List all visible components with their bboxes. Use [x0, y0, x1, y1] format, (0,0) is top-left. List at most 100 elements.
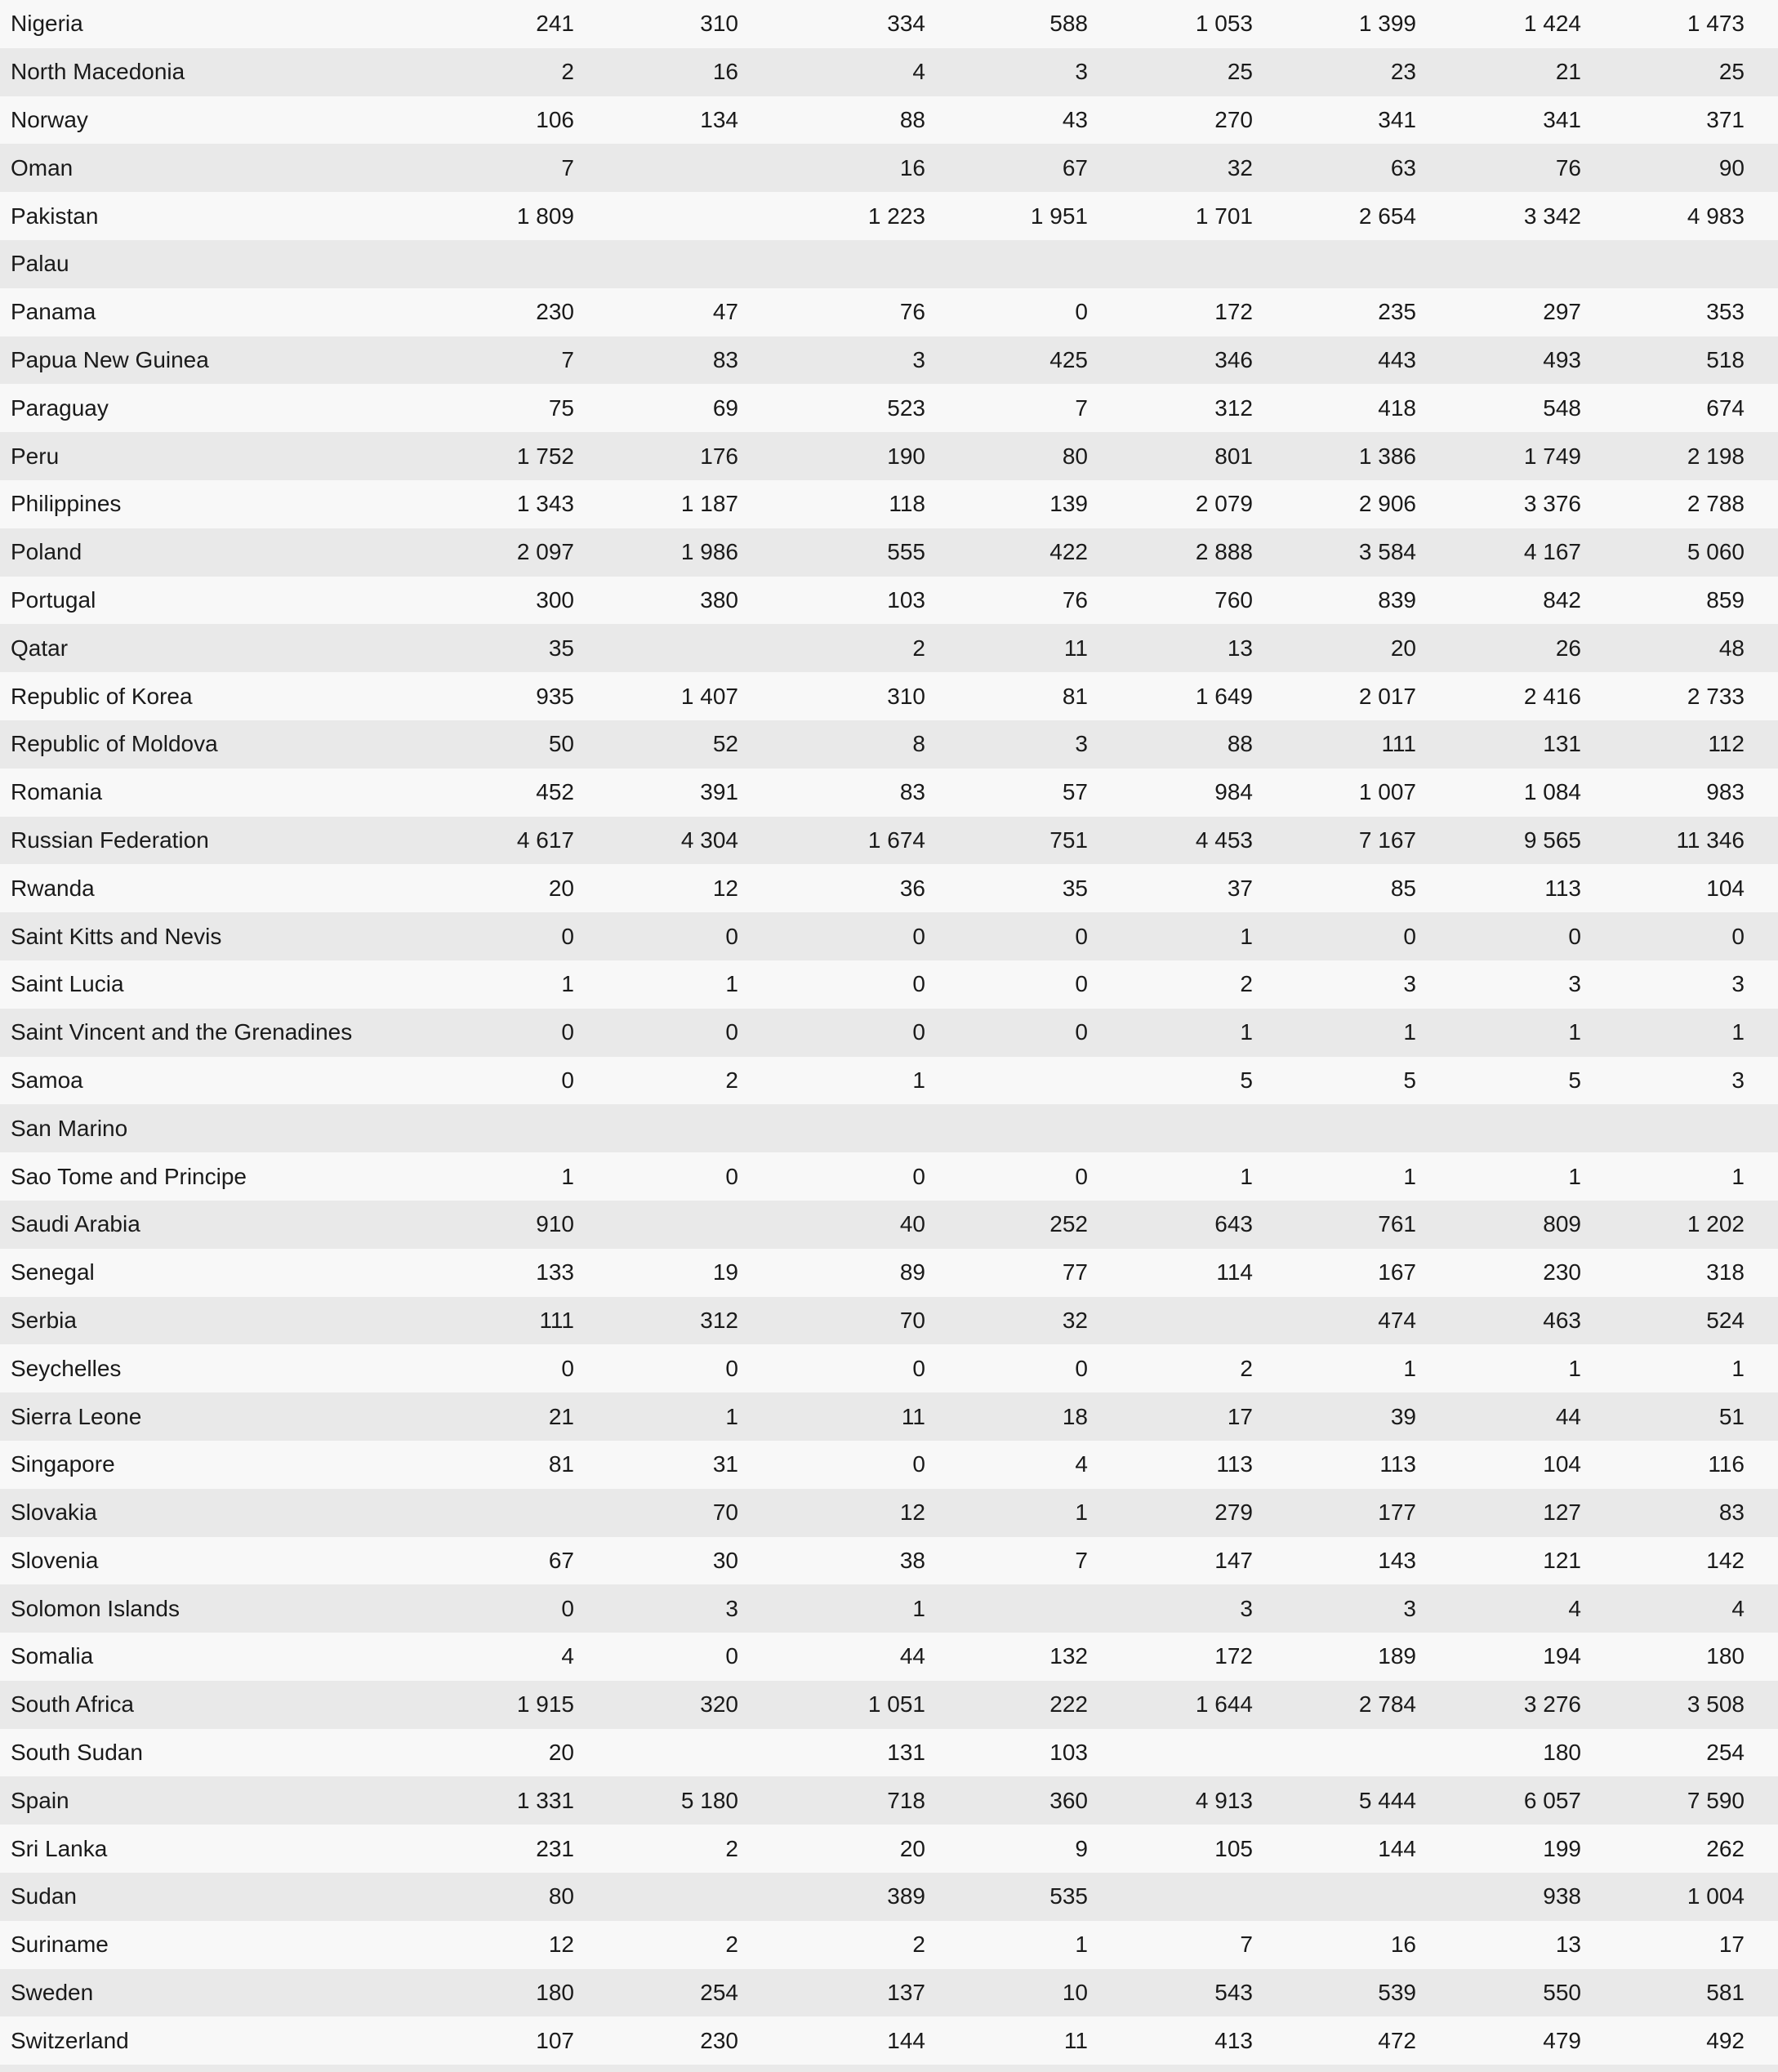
- value-cell-7: 479: [1543, 2027, 1581, 2053]
- value-cell-7: 44: [1555, 1403, 1581, 1429]
- table-row: Saudi Arabia 910 40 252 643 761 809 1 20…: [0, 1200, 1778, 1249]
- value-cell-2: 391: [700, 779, 738, 805]
- value-cell-8: 104: [1706, 875, 1745, 901]
- value-cell-5: 1 644: [1195, 1691, 1253, 1718]
- value-cell-1: 7: [561, 346, 574, 372]
- value-cell-4: 535: [1049, 1883, 1088, 1909]
- value-cell-2: 1 407: [680, 683, 738, 709]
- country-name-cell: Poland: [11, 539, 82, 565]
- value-cell-3: 83: [899, 779, 925, 805]
- value-cell-2: 16: [712, 59, 738, 85]
- value-cell-4: 3: [1075, 731, 1088, 757]
- value-cell-1: 0: [561, 1019, 574, 1045]
- value-cell-5: 105: [1214, 1835, 1253, 1861]
- table-row: Solomon Islands 0 3 1 3 3 4 4: [0, 1584, 1778, 1633]
- value-cell-3: 131: [887, 1740, 925, 1766]
- value-cell-8: 371: [1706, 106, 1745, 132]
- value-cell-1: 0: [561, 1355, 574, 1381]
- value-cell-7: 0: [1568, 923, 1581, 949]
- value-cell-8: 254: [1706, 1740, 1745, 1766]
- value-cell-3: 2: [912, 635, 925, 661]
- value-cell-8: 1: [1731, 1019, 1745, 1045]
- value-cell-5: 113: [1216, 1451, 1253, 1477]
- country-name-cell: Oman: [11, 154, 74, 180]
- value-cell-5: 3: [1240, 1595, 1253, 1621]
- value-cell-1: 1 915: [516, 1691, 574, 1718]
- country-name-cell: Pakistan: [11, 203, 99, 229]
- table-row: Russian Federation 4 617 4 304 1 674 751…: [0, 816, 1778, 865]
- value-cell-2: 83: [712, 346, 738, 372]
- value-cell-3: 11: [901, 1403, 925, 1429]
- value-cell-6: 20: [1390, 635, 1416, 661]
- country-name-cell: Romania: [11, 779, 103, 805]
- value-cell-1: 910: [536, 1211, 574, 1237]
- value-cell-2: 254: [700, 1980, 738, 2006]
- value-cell-5: 760: [1214, 586, 1253, 613]
- value-cell-1: 107: [536, 2027, 574, 2053]
- country-name-cell: Norway: [11, 106, 88, 132]
- value-cell-3: 137: [887, 1980, 925, 2006]
- value-cell-7: 1 424: [1523, 11, 1581, 37]
- value-cell-1: 20: [548, 875, 574, 901]
- value-cell-5: 32: [1227, 154, 1253, 180]
- value-cell-2: 0: [725, 1355, 738, 1381]
- value-cell-3: 88: [899, 106, 925, 132]
- value-cell-2: 0: [725, 923, 738, 949]
- value-cell-4: 0: [1075, 1163, 1088, 1189]
- value-cell-4: 425: [1049, 346, 1088, 372]
- value-cell-1: 241: [536, 11, 574, 37]
- value-cell-2: 176: [700, 443, 738, 469]
- table-row: Saint Kitts and Nevis 0 0 0 0 1 0 0 0: [0, 912, 1778, 960]
- value-cell-3: 0: [912, 1019, 925, 1045]
- value-cell-1: 80: [548, 1883, 574, 1909]
- country-name-cell: Seychelles: [11, 1355, 122, 1381]
- value-cell-8: 4 983: [1687, 203, 1745, 229]
- value-cell-1: 7: [561, 154, 574, 180]
- value-cell-6: 761: [1378, 1211, 1416, 1237]
- country-name-cell: Slovenia: [11, 1547, 99, 1573]
- value-cell-2: 134: [700, 106, 738, 132]
- value-cell-8: 353: [1706, 299, 1745, 325]
- value-cell-1: 50: [548, 731, 574, 757]
- value-cell-4: 76: [1062, 586, 1088, 613]
- value-cell-4: 0: [1075, 1019, 1088, 1045]
- table-row: Republic of Korea 935 1 407 310 81 1 649…: [0, 672, 1778, 720]
- value-cell-4: 80: [1062, 443, 1088, 469]
- table-row: Qatar 35 2 11 13 20 26 48: [0, 624, 1778, 673]
- value-cell-5: 270: [1214, 106, 1253, 132]
- value-cell-8: 4: [1731, 1595, 1745, 1621]
- table-row: Rwanda 20 12 36 35 37 85 113 104: [0, 864, 1778, 913]
- value-cell-7: 3: [1568, 971, 1581, 997]
- value-cell-5: 312: [1214, 394, 1253, 421]
- value-cell-6: 839: [1378, 586, 1416, 613]
- value-cell-6: 0: [1403, 923, 1416, 949]
- country-name-cell: Somalia: [11, 1643, 94, 1669]
- value-cell-7: 5: [1568, 1067, 1581, 1093]
- value-cell-3: 36: [899, 875, 925, 901]
- value-cell-5: 1: [1240, 1163, 1253, 1189]
- table-row: Sweden 180 254 137 10 543 539 550 581: [0, 1968, 1778, 2017]
- value-cell-3: 334: [887, 11, 925, 37]
- value-cell-7: 4 167: [1523, 539, 1581, 565]
- value-cell-7: 13: [1555, 1932, 1581, 1958]
- value-cell-6: 39: [1390, 1403, 1416, 1429]
- value-cell-4: 43: [1062, 106, 1088, 132]
- value-cell-4: 3: [1075, 59, 1088, 85]
- value-cell-6: 3 584: [1358, 539, 1416, 565]
- table-row: Peru 1 752 176 190 80 801 1 386 1 749 2 …: [0, 432, 1778, 480]
- table-row: San Marino: [0, 1104, 1778, 1153]
- value-cell-8: 51: [1718, 1403, 1745, 1429]
- value-cell-2: 69: [712, 394, 738, 421]
- value-cell-4: 0: [1075, 1355, 1088, 1381]
- value-cell-3: 1: [912, 1595, 925, 1621]
- table-row: Somalia 4 0 44 132 172 189 194 180: [0, 1633, 1778, 1681]
- table-row: Singapore 81 31 0 4 113 113 104 116: [0, 1440, 1778, 1489]
- table-row: Serbia 111 312 70 32 474 463 524: [0, 1296, 1778, 1345]
- value-cell-5: 1 701: [1195, 203, 1253, 229]
- value-cell-5: 4 913: [1195, 1787, 1253, 1813]
- value-cell-6: 443: [1378, 346, 1416, 372]
- value-cell-2: 3: [725, 1595, 738, 1621]
- table-row: Spain 1 331 5 180 718 360 4 913 5 444 6 …: [0, 1776, 1778, 1825]
- value-cell-7: 493: [1543, 346, 1581, 372]
- table-row: Papua New Guinea 7 83 3 425 346 443 493 …: [0, 336, 1778, 385]
